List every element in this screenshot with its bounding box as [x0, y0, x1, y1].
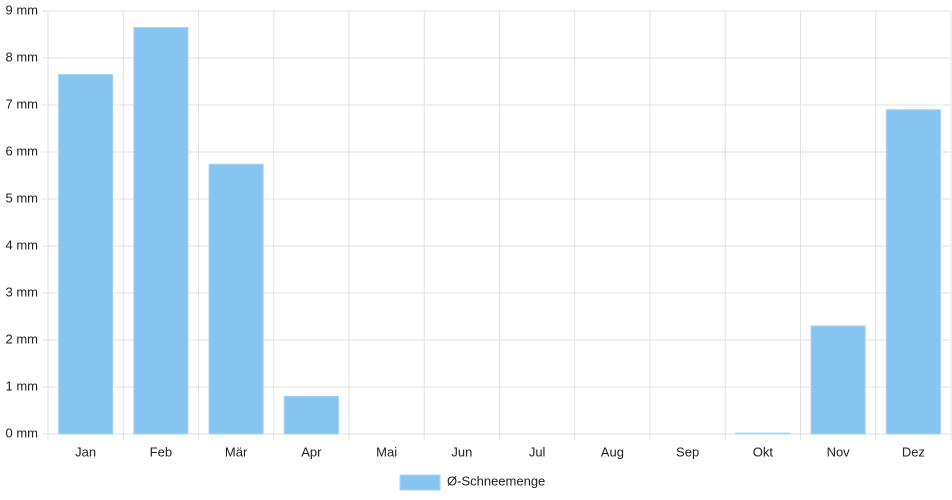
bar	[885, 109, 941, 435]
legend-swatch	[399, 474, 441, 491]
y-tick-label: 9 mm	[6, 2, 39, 17]
bar	[208, 163, 264, 435]
x-tick-label: Jun	[451, 444, 472, 459]
bar	[283, 395, 339, 435]
x-tick-label: Mai	[376, 444, 397, 459]
bar	[133, 26, 189, 435]
y-tick-label: 3 mm	[6, 284, 39, 299]
x-tick-label: Nov	[827, 444, 851, 459]
y-tick-label: 6 mm	[6, 143, 39, 158]
x-tick-label: Mär	[225, 444, 248, 459]
y-tick-label: 4 mm	[6, 237, 39, 252]
x-tick-label: Feb	[150, 444, 172, 459]
y-tick-label: 1 mm	[6, 378, 39, 393]
x-tick-label: Sep	[676, 444, 699, 459]
x-tick-label: Okt	[753, 444, 774, 459]
x-tick-label: Dez	[902, 444, 925, 459]
y-tick-label: 7 mm	[6, 96, 39, 111]
x-tick-label: Jan	[75, 444, 96, 459]
bar	[810, 325, 866, 435]
legend-label: Ø-Schneemenge	[447, 473, 545, 488]
y-tick-label: 5 mm	[6, 190, 39, 205]
y-tick-label: 8 mm	[6, 49, 39, 64]
x-tick-label: Jul	[529, 444, 546, 459]
y-tick-label: 2 mm	[6, 331, 39, 346]
bar	[735, 432, 791, 435]
x-tick-label: Aug	[601, 444, 624, 459]
x-tick-label: Apr	[301, 444, 322, 459]
y-tick-label: 0 mm	[6, 425, 39, 440]
bar	[58, 73, 114, 435]
